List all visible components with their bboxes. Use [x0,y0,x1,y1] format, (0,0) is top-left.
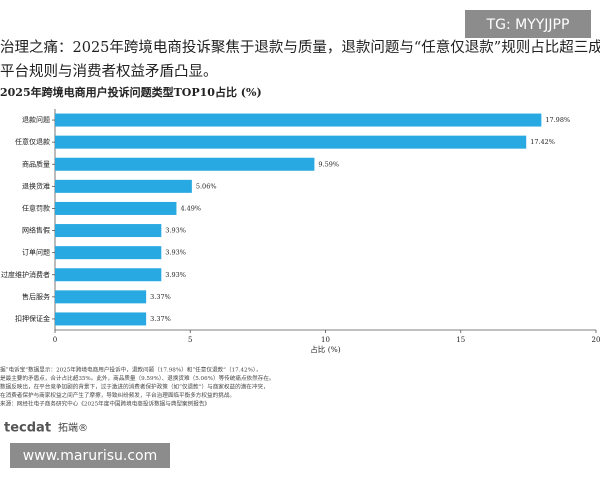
note-line: 是最主要的矛盾点，合计占比超35%。此外，商品质量（9.59%）、退换货难（5.… [0,374,275,382]
logo-name: 拓端® [58,421,88,434]
note-line: 来源：网经社电子商务研究中心《2025年度中国跨境电商投诉数据与典型案例报告》 [0,400,210,408]
y-tick-label: 过度维护消费者 [1,270,50,279]
value-label: 17.98% [545,116,570,124]
y-tick-label: 商品质量 [22,159,50,168]
bar [55,246,162,260]
x-tick-label: 20 [592,336,600,344]
y-tick-label: 退款问题 [22,115,50,124]
y-tick-label: 订单问题 [22,248,50,257]
y-tick-label: 售后服务 [22,292,50,301]
watermark: www.marurisu.com [23,448,158,464]
y-tick-label: 扣押保证金 [15,314,50,323]
bar [55,224,162,238]
bar [55,268,162,282]
x-tick-label: 10 [321,336,330,344]
value-label: 17.42% [530,138,555,146]
note-line: 据“电诉宝”数据显示：2025年跨境电商用户投诉中，退款问题（17.98%）和“… [0,366,261,374]
y-tick-label: 网络售假 [22,226,50,235]
note-line: 在消费者保护与商家权益之间产生了摩擦，导致纠纷频发，平台治理面临平衡多方权益的挑… [0,391,235,399]
value-label: 3.93% [165,227,186,235]
x-tick-label: 0 [53,336,57,344]
value-label: 3.93% [165,249,186,257]
y-tick-label: 退换货难 [22,181,50,190]
bar [55,113,542,127]
x-axis-label: 占比 (%) [310,344,340,354]
value-label: 3.37% [150,293,171,301]
value-label: 4.49% [180,204,201,212]
badge-box [465,10,591,38]
heading-line: 平台规则与消费者权益矛盾凸显。 [0,63,218,80]
badge: TG: MYYJJPP [486,17,570,33]
note-line: 数据反映出，在平台竞争加剧的背景下，过于激进的消费者保护政策（如“仅退款”）与商… [0,383,269,391]
x-tick-label: 15 [456,336,465,344]
bar [55,290,147,304]
value-label: 5.06% [196,182,217,190]
x-tick-label: 5 [188,336,192,344]
y-tick-label: 任意罚款 [22,203,50,212]
chart-title: 2025年跨境电商用户投诉问题类型TOP10占比 (%) [0,85,262,99]
bar [55,179,192,193]
value-label: 3.37% [150,315,171,323]
bar [55,312,147,326]
value-label: 9.59% [318,160,339,168]
watermark-box [10,443,170,468]
heading-line: 治理之痛：2025年跨境电商投诉聚焦于退款与质量，退款问题与“任意仅退款”规则占… [0,38,600,56]
bar [55,157,315,171]
value-label: 3.93% [165,271,186,279]
logo-brand: tecdat [4,421,51,436]
bar [55,201,177,215]
y-tick-label: 任意仅退款 [15,137,50,146]
bar [55,135,527,149]
